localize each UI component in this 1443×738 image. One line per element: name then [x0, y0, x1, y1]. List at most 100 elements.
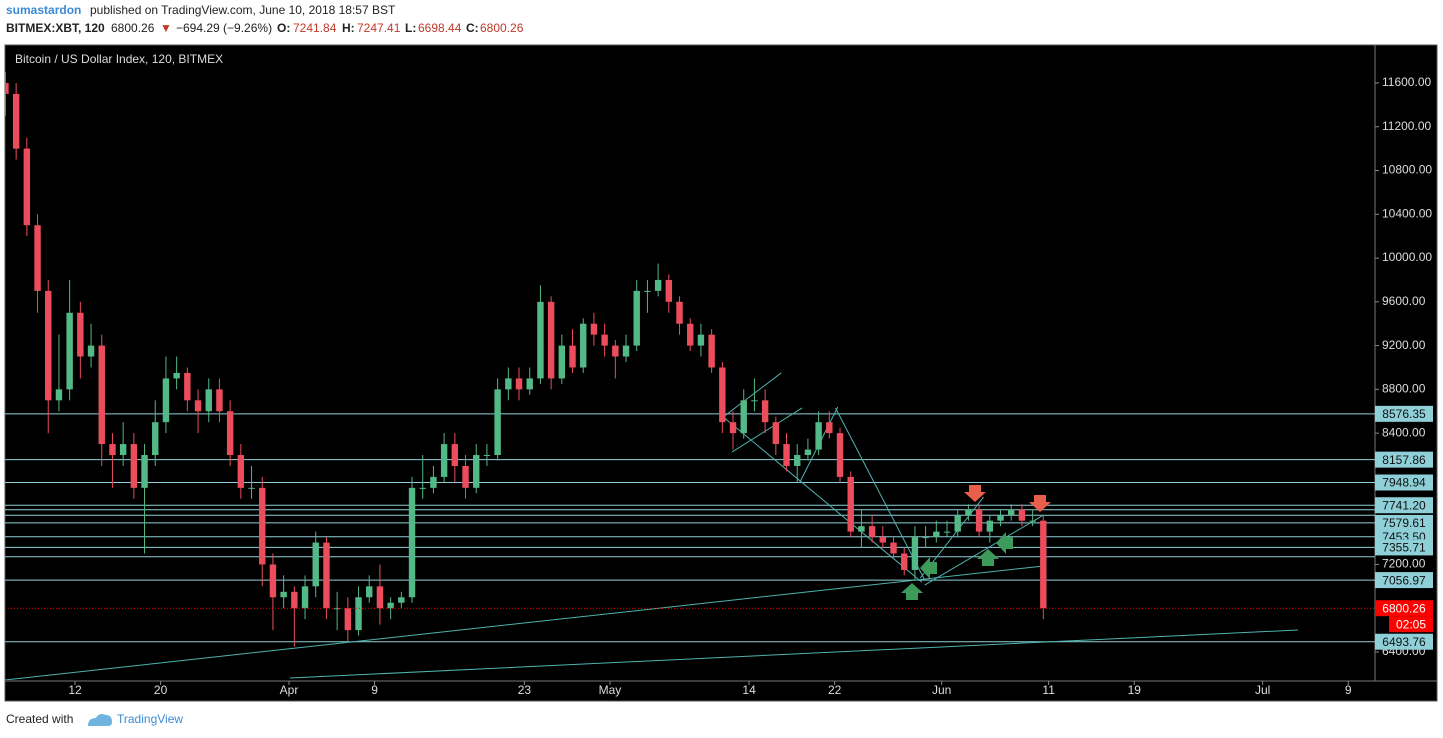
- created-with: Created with: [6, 712, 73, 726]
- y-tick-label: 10000.00: [1382, 250, 1432, 264]
- author[interactable]: sumastardon: [6, 3, 81, 17]
- candle-body: [291, 591, 298, 609]
- candle-body: [612, 345, 619, 357]
- axis: 11600.00 11200.00 10800.00 10400.00 10000.00…: [68, 75, 1433, 697]
- level-label-box: [1375, 514, 1433, 531]
- candle-body: [526, 378, 533, 390]
- level-label-box: [1375, 474, 1433, 491]
- plot: [5, 72, 1375, 680]
- close-value: 6800.26: [480, 21, 524, 35]
- candle-body: [430, 476, 437, 488]
- candle-body: [366, 586, 373, 598]
- candle-body: [601, 334, 608, 346]
- x-tick-label: 12: [68, 683, 82, 697]
- open-value: 7241.84: [293, 21, 337, 35]
- candle-body: [740, 400, 747, 434]
- trendline: [835, 407, 926, 581]
- y-tick-label: 10400.00: [1382, 206, 1432, 220]
- candle-body: [237, 455, 245, 488]
- candle-body: [451, 444, 459, 466]
- candle-body: [1040, 520, 1047, 609]
- candle-body: [34, 225, 41, 291]
- candle-body: [954, 515, 961, 532]
- candle-body: [398, 597, 405, 603]
- countdown-box: [1389, 616, 1433, 633]
- level-label: 8157.86: [1382, 453, 1426, 467]
- buy-arrow: [901, 583, 923, 600]
- candle-body: [259, 487, 266, 565]
- candle-body: [590, 323, 598, 335]
- header-change: −694.29 (−9.26%): [176, 21, 272, 35]
- level-label: 8576.35: [1382, 407, 1426, 421]
- candle-body: [697, 334, 705, 346]
- level-label: 7056.97: [1382, 573, 1426, 587]
- candle-body: [226, 411, 234, 456]
- candle-body: [665, 279, 673, 302]
- candle-body: [194, 400, 202, 412]
- x-tick-label: Jun: [932, 683, 951, 697]
- candle-body: [922, 537, 929, 539]
- candle-body: [676, 301, 683, 324]
- last-price-box: [1375, 600, 1433, 617]
- last-price-label: 6800.26: [1382, 601, 1426, 615]
- candle-body: [986, 520, 994, 532]
- buy-arrow: [977, 549, 999, 566]
- trendline: [718, 372, 782, 421]
- candle-body: [387, 602, 394, 609]
- candle-body: [419, 487, 426, 489]
- x-tick-label: May: [599, 683, 622, 697]
- candle-body: [494, 389, 501, 456]
- high-label: H:: [342, 21, 355, 35]
- candle-body: [847, 476, 854, 532]
- candle-body: [1018, 509, 1026, 521]
- candle-body: [933, 531, 940, 538]
- candle-body: [761, 400, 769, 423]
- header-price: 6800.26: [111, 21, 155, 35]
- x-tick-label: 19: [1128, 683, 1142, 697]
- candle-body: [376, 586, 384, 609]
- candle-body: [344, 608, 352, 631]
- candle-body: [654, 279, 662, 291]
- candle-body: [868, 526, 876, 538]
- candle-body: [719, 367, 726, 423]
- countdown: 02:05: [1396, 617, 1426, 631]
- y-tick-label: 9600.00: [1382, 294, 1426, 308]
- y-tick-label: 11200.00: [1382, 119, 1431, 133]
- level-label: 7948.94: [1382, 476, 1426, 490]
- candle-body: [23, 148, 31, 226]
- level-label-box: [1375, 572, 1433, 589]
- candle-body: [943, 531, 951, 533]
- candle-body: [836, 433, 844, 477]
- brand[interactable]: TradingView: [117, 712, 183, 726]
- annotations: [901, 485, 1051, 600]
- candle-body: [152, 422, 159, 456]
- candle-body: [729, 422, 737, 434]
- candle-body: [473, 455, 480, 488]
- level-label-box: [1375, 633, 1433, 650]
- candle-body: [708, 334, 715, 368]
- trendline: [924, 514, 1045, 586]
- level-label-box: [1375, 539, 1433, 556]
- level-label: 7355.71: [1382, 541, 1426, 555]
- candle-body: [483, 455, 491, 457]
- candle-body: [1029, 520, 1036, 522]
- logo[interactable]: [88, 714, 112, 726]
- x-tick-label: Jul: [1255, 683, 1270, 697]
- candle-body: [997, 515, 1004, 521]
- sell-arrow: [1029, 495, 1051, 512]
- published: published on TradingView.com, June 10, 2…: [90, 3, 396, 17]
- low-label: L:: [405, 21, 416, 35]
- y-tick-label: 11600.00: [1382, 75, 1431, 89]
- candle-body: [537, 301, 544, 379]
- y-tick-label: 7200.00: [1382, 557, 1426, 571]
- candle-body: [622, 345, 630, 357]
- candle-body: [301, 586, 309, 609]
- candle-body: [440, 444, 448, 477]
- candle-body: [462, 465, 469, 488]
- x-tick-label: 22: [828, 683, 842, 697]
- chart-title: Bitcoin / US Dollar Index, 120, BITMEX: [15, 52, 223, 66]
- trendline: [731, 407, 803, 453]
- candle-body: [408, 487, 416, 598]
- candle-body: [355, 597, 362, 631]
- candle-body: [901, 553, 908, 570]
